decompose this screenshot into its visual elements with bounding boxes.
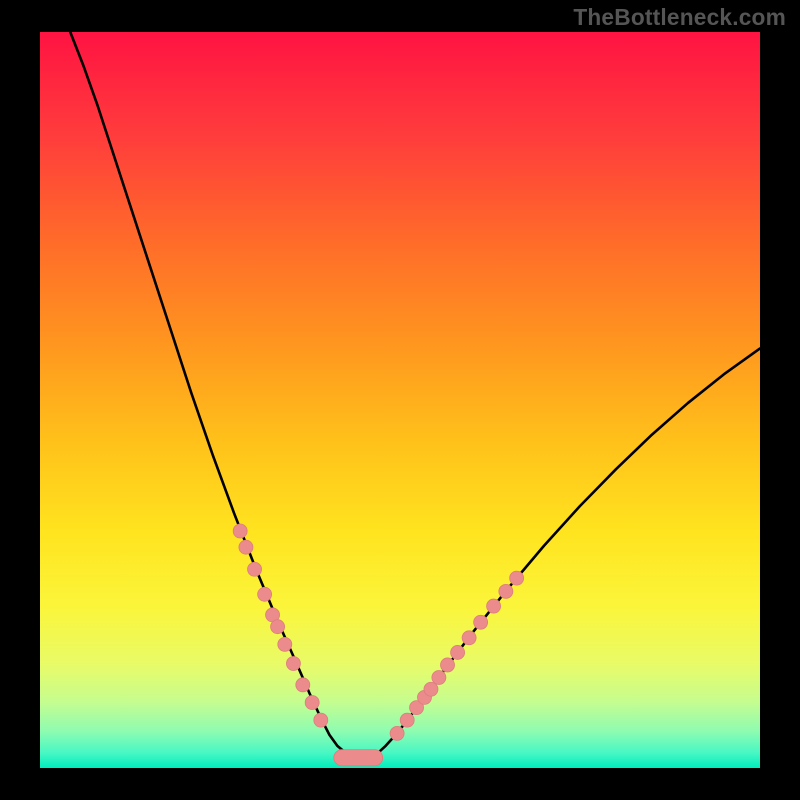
sample-marker	[233, 524, 247, 538]
sample-marker	[305, 696, 319, 710]
sample-marker	[296, 678, 310, 692]
sample-marker	[462, 631, 476, 645]
sample-marker	[451, 645, 465, 659]
sample-marker	[424, 682, 438, 696]
sample-marker	[258, 587, 272, 601]
sample-marker	[432, 670, 446, 684]
watermark-text: TheBottleneck.com	[573, 4, 786, 31]
sample-marker	[474, 615, 488, 629]
sample-markers-left	[233, 524, 328, 727]
sample-marker	[314, 713, 328, 727]
plot-area	[40, 32, 760, 768]
sample-marker	[400, 713, 414, 727]
bottleneck-curve	[70, 32, 760, 758]
sample-marker	[271, 620, 285, 634]
sample-marker	[499, 584, 513, 598]
bottom-band	[334, 750, 383, 766]
chart-svg	[40, 32, 760, 768]
sample-marker	[441, 658, 455, 672]
sample-marker	[286, 656, 300, 670]
sample-marker	[239, 540, 253, 554]
sample-markers-right	[390, 571, 524, 740]
sample-marker	[487, 599, 501, 613]
sample-marker	[390, 726, 404, 740]
sample-marker	[278, 637, 292, 651]
sample-marker	[510, 571, 524, 585]
figure-root: TheBottleneck.com	[0, 0, 800, 800]
sample-marker	[248, 562, 262, 576]
